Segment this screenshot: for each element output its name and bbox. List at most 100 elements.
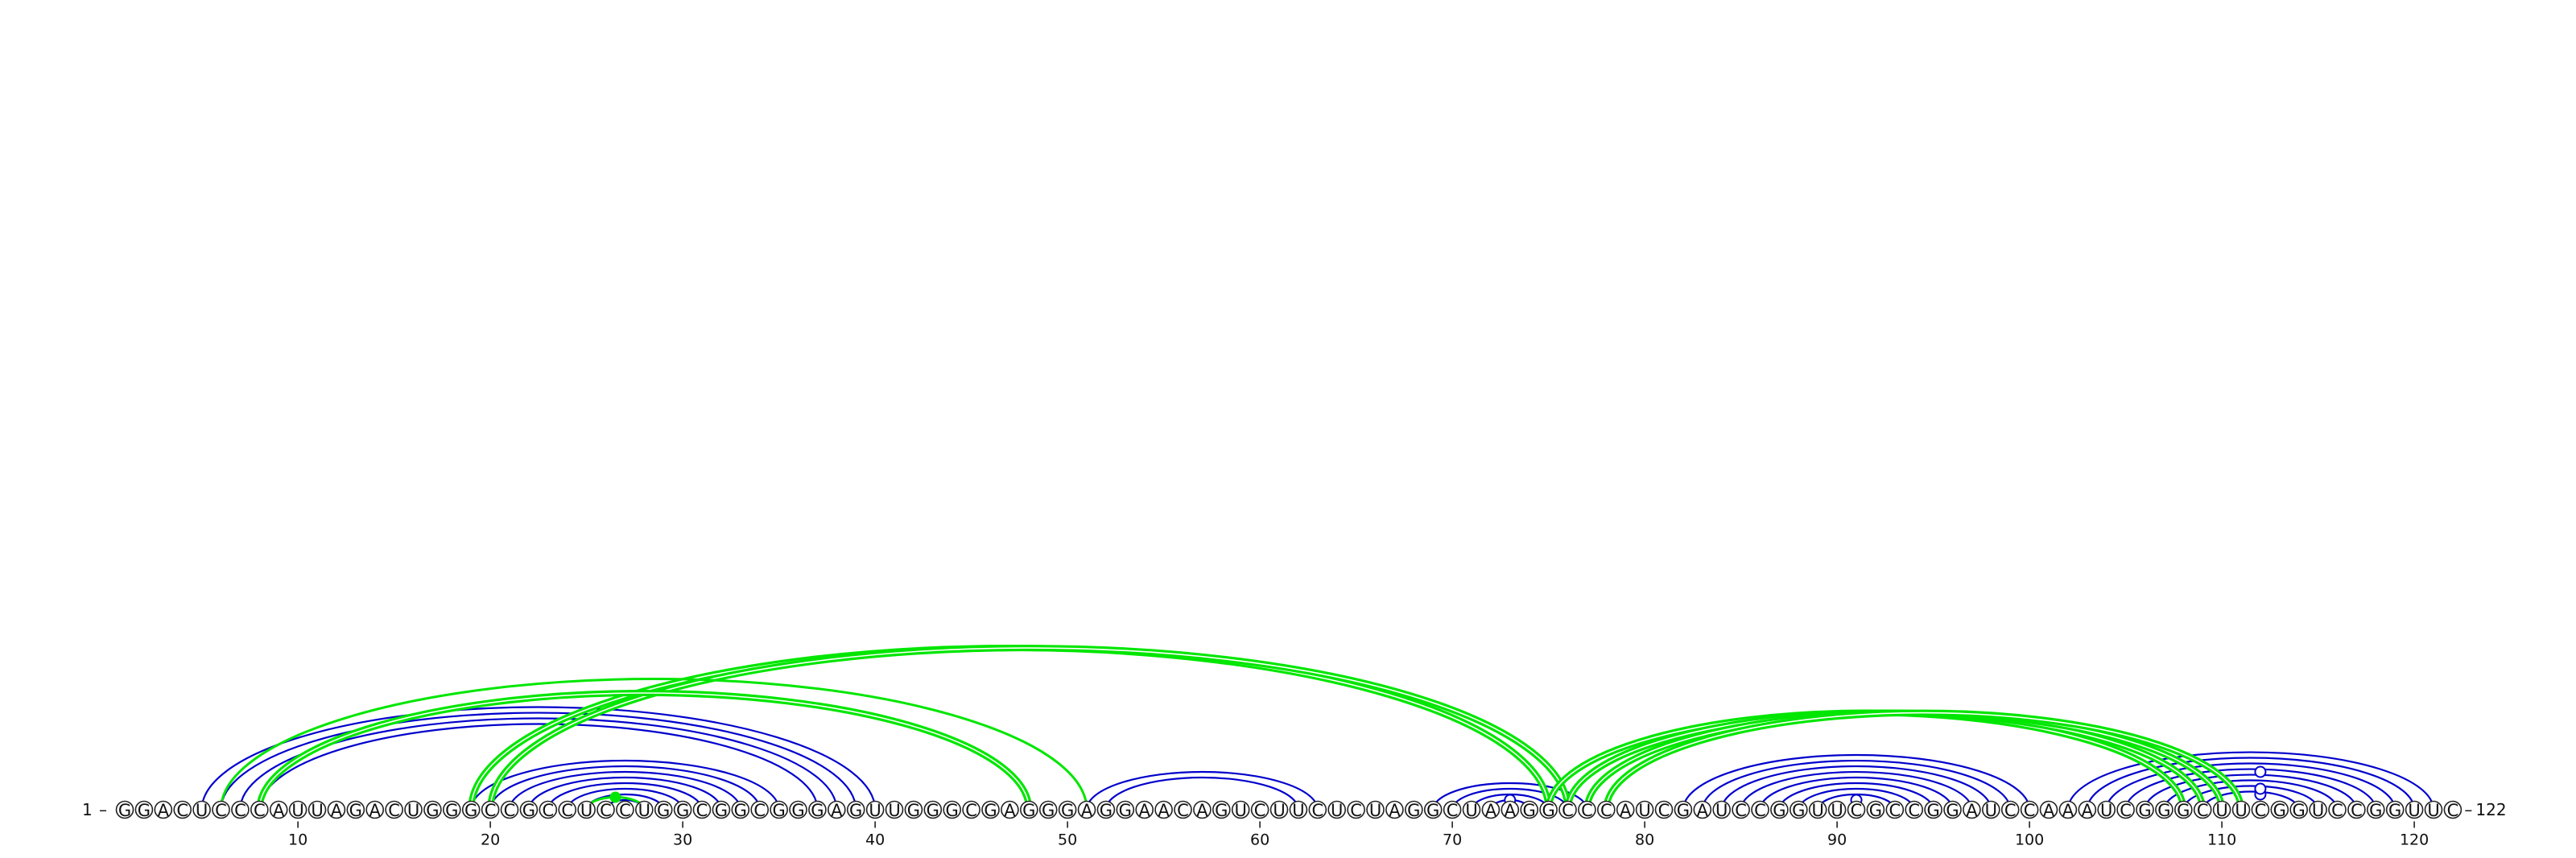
nucleotide-circle-37	[808, 800, 827, 819]
nucleotide-33: G	[731, 800, 750, 820]
pair-arc-blue-88-94	[1798, 787, 1915, 811]
nucleotide-72: A	[1481, 800, 1501, 820]
nucleotide-letter-42: G	[907, 801, 920, 820]
nucleotide-letter-37: G	[811, 801, 824, 820]
nucleotide-119: G	[2385, 800, 2405, 820]
nucleotide-59: U	[1231, 800, 1250, 820]
nucleotide-letter-79: A	[1620, 801, 1632, 820]
nucleotide-81: C	[1654, 800, 1674, 820]
pair-arc-blue-24-30	[566, 787, 684, 811]
pair-arc-blue-82-100	[1682, 753, 2031, 811]
nucleotide-circle-48	[1020, 800, 1038, 819]
nucleotide-circle-30	[673, 800, 692, 819]
tick-label-40: 40	[865, 831, 885, 849]
nucleotide-letter-43: G	[927, 801, 939, 820]
nucleotide-letter-31: C	[696, 801, 708, 820]
nucleotide-52: G	[1096, 800, 1116, 820]
nucleotide-circle-63	[1308, 800, 1327, 819]
nucleotide-letter-57: A	[1196, 801, 1208, 820]
nucleotide-42: G	[904, 800, 923, 820]
nucleotide-letter-41: U	[888, 801, 900, 820]
nucleotide-circle-12	[327, 800, 346, 819]
nucleotide-54: A	[1135, 800, 1154, 820]
nucleotide-circle-107	[2155, 800, 2174, 819]
nucleotide-13: G	[346, 800, 365, 820]
nucleotide-letter-118: G	[2369, 801, 2382, 820]
nucleotide-circle-72	[1481, 800, 1501, 819]
nucleotide-letter-100: C	[2024, 801, 2036, 820]
nucleotide-53: G	[1116, 800, 1135, 820]
nucleotide-50: G	[1058, 800, 1077, 820]
nucleotide-letter-10: U	[291, 801, 303, 820]
nucleotide-letter-21: C	[504, 801, 516, 820]
nucleotide-letter-48: G	[1022, 801, 1035, 820]
nucleotide-circle-3	[154, 800, 173, 819]
nucleotide-4: C	[173, 800, 192, 820]
nucleotide-circle-18	[442, 800, 461, 819]
nucleotide-letter-111: U	[2235, 801, 2247, 820]
nucleotide-circle-34	[750, 800, 770, 819]
nucleotide-letter-15: C	[388, 801, 400, 820]
nucleotide-circle-43	[923, 800, 943, 819]
nucleotide-circle-67	[1385, 800, 1404, 819]
nucleotide-letter-99: C	[2004, 801, 2017, 820]
nucleotide-letter-115: U	[2312, 801, 2324, 820]
nucleotide-111: U	[2231, 800, 2251, 820]
nucleotide-circle-93	[1885, 800, 1905, 819]
nucleotide-circle-16	[404, 800, 423, 819]
nucleotide-letter-1: G	[118, 801, 131, 820]
nucleotide-letter-91: C	[1851, 801, 1863, 820]
nucleotide-circle-41	[885, 800, 904, 819]
nucleotide-letter-8: C	[254, 801, 266, 820]
nucleotide-letter-63: C	[1311, 801, 1323, 820]
nucleotide-circle-38	[828, 800, 846, 819]
nucleotide-circle-95	[1924, 800, 1942, 819]
nucleotide-letter-3: A	[158, 801, 170, 820]
blue-pair-arcs	[200, 706, 2435, 811]
nucleotide-39: G	[846, 800, 865, 820]
nucleotide-circle-21	[500, 800, 519, 819]
nucleotide-104: U	[2097, 800, 2116, 820]
nucleotide-circle-84	[1712, 800, 1731, 819]
nucleotide-letter-68: G	[1407, 801, 1420, 820]
nucleotide-116: C	[2328, 800, 2347, 820]
nucleotide-letter-38: A	[831, 801, 843, 820]
nucleotide-circle-28	[634, 800, 654, 819]
nucleotide-letter-76: C	[1562, 801, 1574, 820]
nucleotide-circle-81	[1654, 800, 1674, 819]
nucleotide-circle-57	[1193, 800, 1212, 819]
nucleotide-2: G	[134, 800, 154, 820]
nucleotide-circle-1	[115, 800, 134, 819]
nucleotide-letter-78: C	[1600, 801, 1612, 820]
nucleotide-61: U	[1269, 800, 1289, 820]
nucleotide-101: A	[2039, 800, 2058, 820]
tick-label-30: 30	[673, 831, 692, 849]
nucleotide-letter-11: U	[311, 801, 323, 820]
nucleotide-circle-106	[2136, 800, 2154, 819]
nucleotide-letter-34: C	[753, 801, 766, 820]
pair-arc-blue-8-37	[258, 723, 819, 811]
nucleotide-circle-76	[1558, 800, 1577, 819]
nucleotide-121: U	[2424, 800, 2443, 820]
nucleotide-circle-120	[2405, 800, 2424, 819]
nucleotide-circle-46	[981, 800, 1000, 819]
pair-arc-blue-102-121	[2066, 751, 2435, 811]
nucleotide-letter-12: A	[331, 801, 343, 820]
nucleotide-circle-31	[692, 800, 712, 819]
nucleotide-letter-49: G	[1042, 801, 1055, 820]
nucleotide-circle-8	[250, 800, 269, 819]
nucleotide-circle-53	[1116, 800, 1135, 819]
nucleotide-letter-90: U	[1831, 801, 1843, 820]
nucleotide-94: C	[1905, 800, 1923, 820]
nucleotide-circle-15	[385, 800, 403, 819]
nucleotide-49: G	[1038, 800, 1058, 820]
nucleotide-3: A	[154, 800, 173, 820]
nucleotide-letter-92: G	[1869, 801, 1882, 820]
nucleotide-63: C	[1308, 800, 1327, 820]
nucleotide-letter-32: G	[715, 801, 728, 820]
nucleotide-letter-9: A	[273, 801, 285, 820]
nucleotide-circle-62	[1289, 800, 1308, 819]
nucleotide-circle-100	[2020, 800, 2039, 819]
nucleotide-99: C	[2000, 800, 2020, 820]
nucleotide-circle-7	[231, 800, 250, 819]
